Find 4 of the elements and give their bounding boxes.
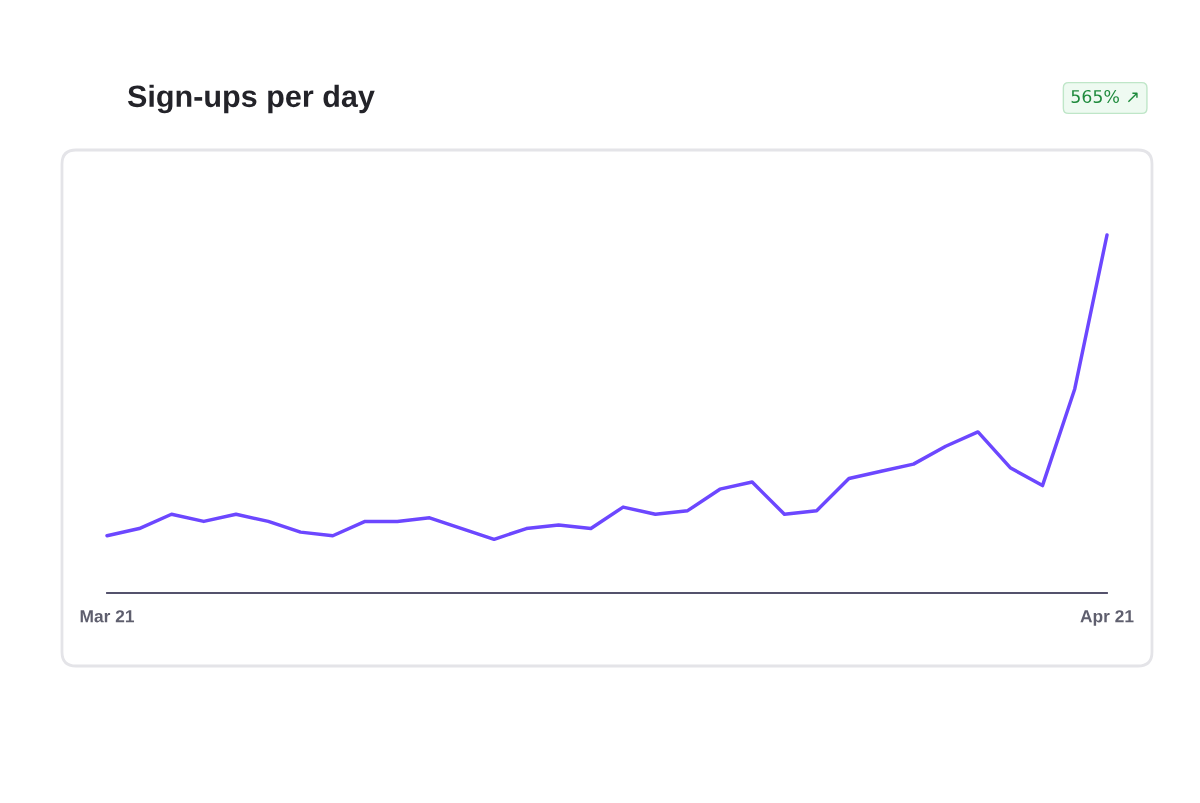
text: 565% ↗ — [1071, 89, 1138, 104]
x-tick-label: Apr 21 — [1080, 610, 1134, 626]
x-tick-label: Mar 21 — [80, 610, 135, 623]
chart-title: Sign-ups per day — [127, 84, 375, 114]
